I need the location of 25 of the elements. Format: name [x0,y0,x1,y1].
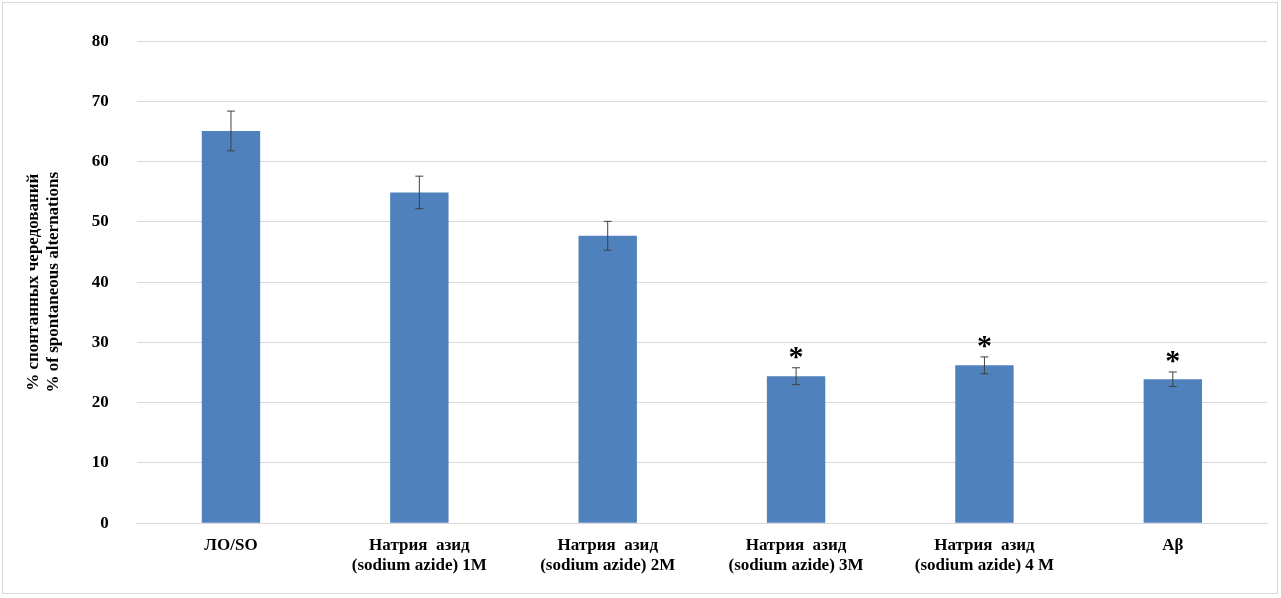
x-tick-label: Натрия азид (sodium azide) 3M [728,534,864,575]
annotation: * [788,338,804,372]
x-tick-label: Натрия азид (sodium azide) 4 M [914,534,1055,575]
x-tick-label: Натрия азид (sodium azide) 1M [351,534,487,575]
y-tick-label: 50 [91,211,109,231]
y-tick-label: 10 [91,452,109,472]
annotation: * [976,327,992,361]
bar [390,192,449,523]
y-tick-label: 80 [91,30,109,50]
y-axis-title: % спонтанных чередований % of spontaneous alternations [22,171,62,393]
y-tick-label: 70 [91,90,109,110]
bar [1143,379,1203,523]
y-tick-label: 20 [91,392,109,412]
y-tick-label: 0 [100,512,109,532]
bar [578,235,637,523]
y-tick-label: 40 [91,271,109,291]
annotation: * [1165,342,1181,376]
x-tick-label: Натрия азид (sodium azide) 2M [540,534,676,575]
bar [955,365,1014,523]
y-tick-label: 60 [91,151,109,171]
x-tick-label: Aβ [1162,534,1184,554]
y-tick-label: 30 [91,331,109,351]
bar [201,130,261,523]
x-tick-label: ЛО/SO [204,534,258,554]
bar [766,376,826,523]
